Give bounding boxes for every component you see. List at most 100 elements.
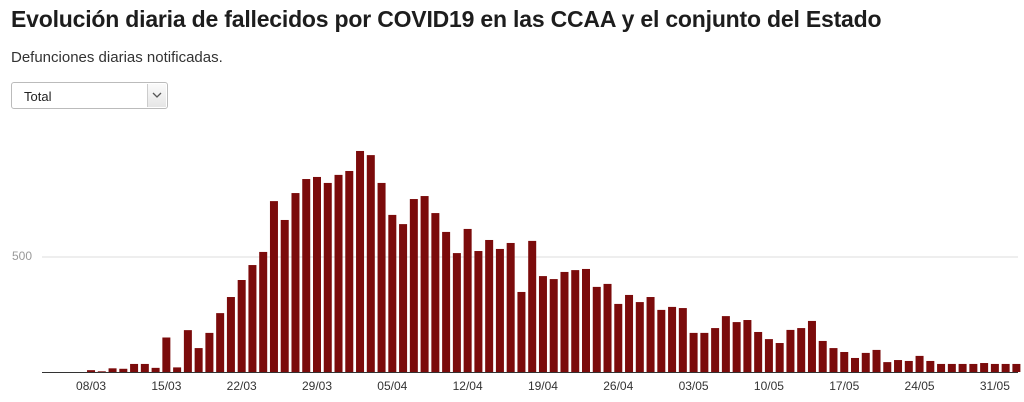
bar	[861, 352, 870, 372]
bar	[291, 193, 300, 372]
bar	[958, 363, 967, 372]
x-tick-label: 24/05	[905, 379, 935, 393]
bar	[614, 303, 623, 372]
bar	[366, 155, 375, 372]
bar	[259, 251, 268, 372]
bar	[237, 280, 246, 372]
bar	[732, 322, 741, 372]
bar	[323, 182, 332, 372]
bar	[269, 201, 278, 372]
x-tick-label: 22/03	[227, 379, 257, 393]
bar	[721, 316, 730, 372]
select-caret	[152, 92, 162, 98]
bar	[635, 302, 644, 372]
bar	[872, 349, 881, 372]
bar	[334, 174, 343, 372]
x-tick-label: 26/04	[603, 379, 633, 393]
select-value[interactable]: Total	[24, 89, 52, 104]
bar	[119, 368, 128, 372]
bar	[345, 170, 354, 372]
bar	[173, 367, 182, 372]
select-button[interactable]	[147, 84, 166, 107]
bar	[883, 362, 892, 372]
bar	[1001, 363, 1010, 372]
bar	[700, 332, 709, 372]
bar	[151, 367, 160, 372]
bar	[571, 270, 580, 372]
bar	[280, 219, 289, 372]
bar	[937, 363, 946, 372]
bar	[528, 240, 537, 372]
bar	[582, 268, 590, 372]
bar	[226, 297, 235, 372]
bar	[851, 357, 859, 372]
bar	[442, 231, 451, 372]
bar	[140, 363, 149, 372]
bar	[399, 224, 408, 372]
bar	[463, 228, 472, 372]
bar	[711, 328, 720, 372]
x-tick-label: 19/04	[528, 379, 558, 393]
bar	[216, 313, 225, 372]
bar	[87, 370, 96, 372]
bar	[689, 332, 698, 372]
bar	[818, 340, 827, 372]
bar	[915, 355, 924, 372]
chart-title: Evolución diaria de fallecidos por COVID…	[11, 6, 882, 32]
bar	[183, 330, 192, 372]
bar	[549, 279, 558, 372]
bar	[506, 242, 515, 372]
bar	[377, 182, 386, 372]
bar	[517, 291, 526, 372]
bar	[894, 360, 903, 372]
bar	[775, 343, 784, 372]
x-tick-label: 03/05	[679, 379, 709, 393]
bar	[452, 253, 461, 372]
x-tick-label: 15/03	[151, 379, 181, 393]
x-tick-label: 08/03	[76, 379, 106, 393]
bar	[947, 363, 956, 372]
bar	[162, 337, 171, 372]
bar	[409, 199, 418, 372]
bar	[130, 363, 139, 372]
bar	[990, 363, 999, 372]
bar	[302, 179, 311, 372]
bar	[980, 363, 989, 372]
bar	[646, 297, 655, 372]
bar	[485, 239, 494, 372]
bar	[764, 339, 773, 372]
bar	[313, 176, 321, 372]
bar	[431, 213, 440, 372]
bar	[592, 286, 601, 372]
x-tick-label: 31/05	[980, 379, 1010, 393]
bar	[474, 251, 483, 372]
bar	[248, 265, 257, 372]
bar	[754, 331, 763, 372]
bar	[678, 308, 687, 372]
bar	[194, 348, 203, 372]
region-select[interactable]: Total	[11, 82, 168, 109]
bar	[797, 328, 806, 372]
bar	[807, 320, 816, 372]
bar	[205, 332, 214, 372]
bar	[388, 214, 397, 372]
bar	[420, 196, 429, 372]
bar	[786, 329, 795, 372]
bar	[97, 371, 106, 372]
bar	[603, 283, 612, 372]
bar	[108, 368, 117, 372]
bar	[743, 320, 752, 372]
bar	[538, 276, 547, 372]
bar	[904, 360, 913, 372]
bar	[657, 309, 666, 372]
bar	[840, 351, 849, 372]
bar	[1012, 363, 1021, 372]
x-tick-label: 29/03	[302, 379, 332, 393]
y-tick-label: 500	[12, 249, 32, 263]
chart-subtitle: Defunciones diarias notificadas.	[11, 49, 223, 66]
x-tick-label: 17/05	[829, 379, 859, 393]
bar	[495, 248, 504, 372]
x-tick-label: 12/04	[453, 379, 483, 393]
